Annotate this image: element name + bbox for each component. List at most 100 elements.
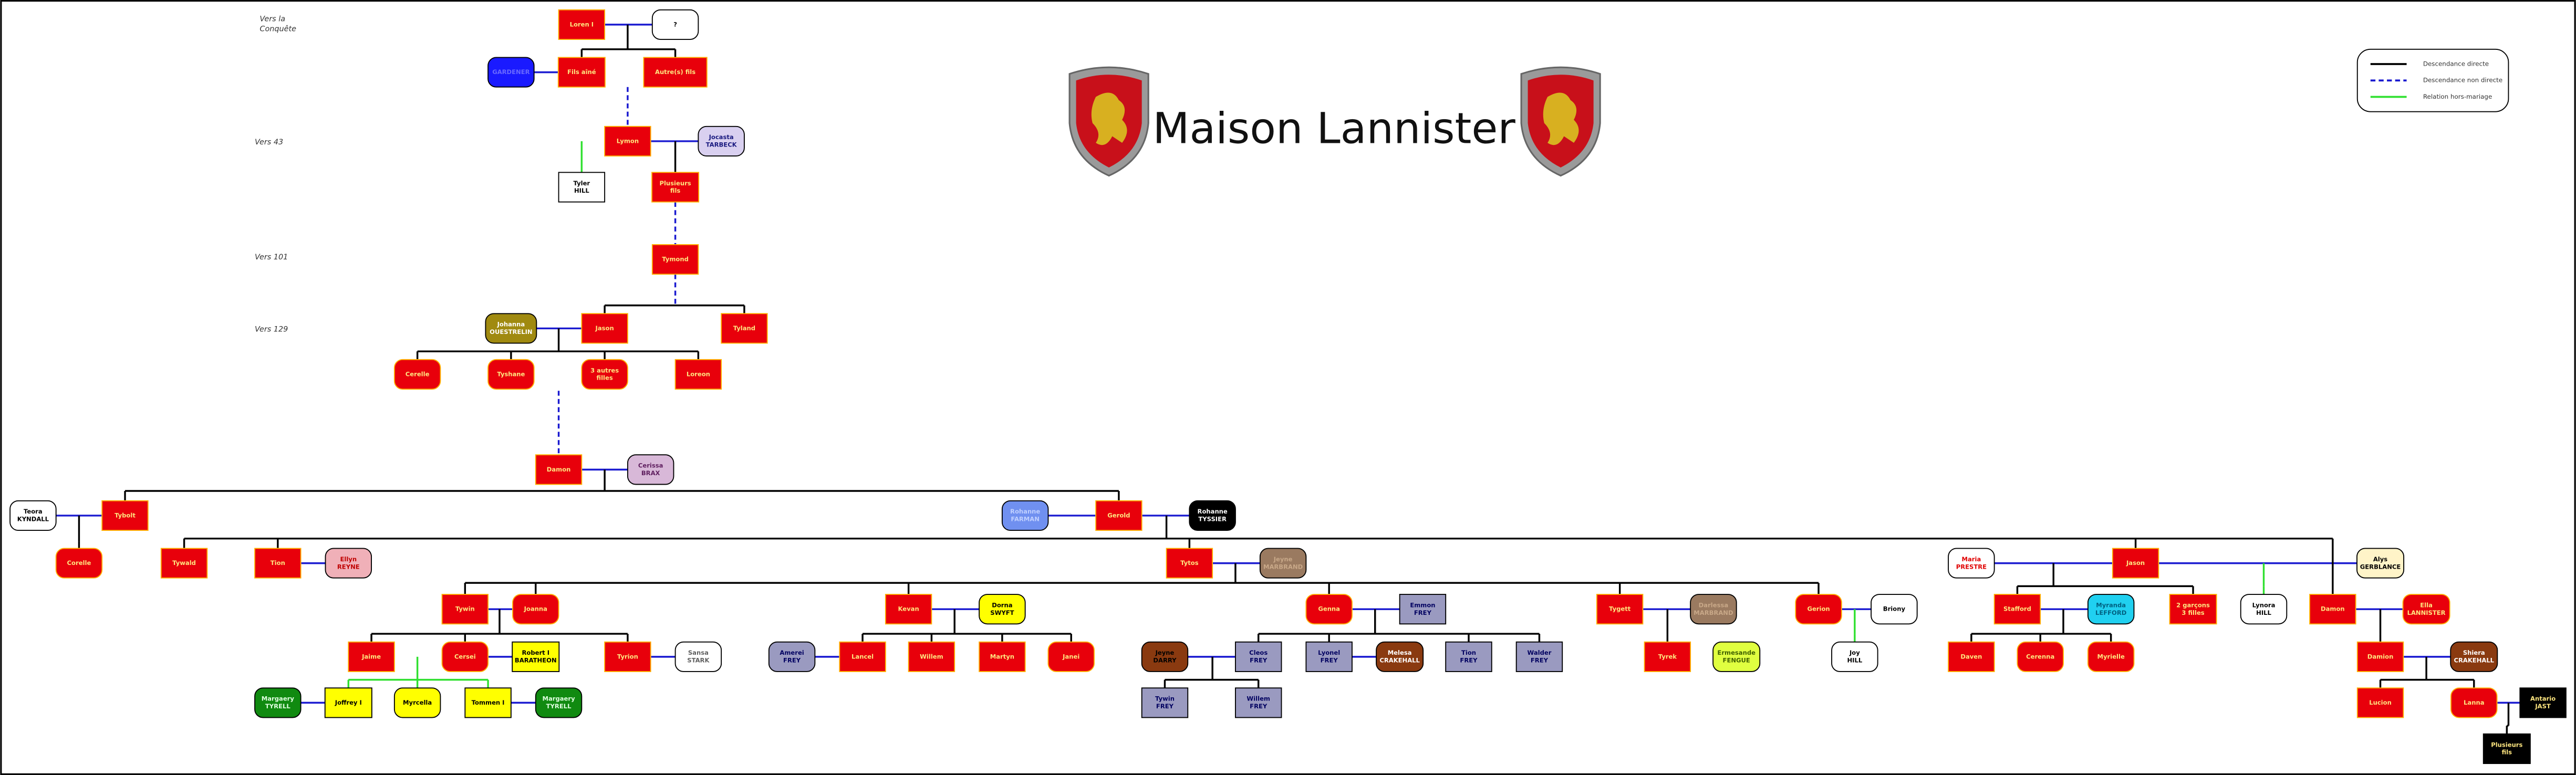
person-name: TYSSIER: [1198, 516, 1227, 523]
person-name: Cerelle: [406, 370, 430, 378]
person-box: [2482, 733, 2531, 764]
person-box: [768, 641, 816, 672]
person: Lymon: [604, 125, 651, 157]
person-name: KYNDALL: [17, 516, 49, 523]
person: Loren I: [558, 9, 606, 40]
person: Cerelle: [393, 359, 441, 390]
person-box: [2087, 641, 2135, 672]
person-box: [487, 57, 535, 88]
person: Joffrey I: [324, 687, 372, 718]
person-box: [1234, 641, 1282, 672]
person: Fils aîné: [557, 57, 606, 88]
person: GARDENER: [487, 57, 535, 88]
person-box: [441, 594, 489, 625]
person-name: Amerei: [780, 649, 804, 656]
person-box: [1166, 548, 1213, 579]
person-name: Rohanne: [1010, 508, 1040, 515]
person-name: Tymond: [662, 256, 689, 263]
person-name: Tion: [1461, 649, 1476, 656]
person-name: Jason: [2126, 559, 2145, 567]
person-box: [487, 359, 535, 390]
person-box: [1993, 594, 2041, 625]
person-name: CRAKEHALL: [2454, 657, 2494, 664]
person-name: Lucion: [2369, 699, 2392, 706]
person-box: [485, 313, 537, 344]
person-box: [1305, 594, 1353, 625]
person: Tommen I: [464, 687, 512, 718]
person: Willem: [908, 641, 955, 672]
shield: [1068, 66, 1149, 177]
person-name: HILL: [2256, 609, 2271, 616]
person-box: [1141, 641, 1189, 672]
person-box: [885, 594, 932, 625]
person-box: [2309, 594, 2356, 625]
person: Corelle: [55, 548, 103, 579]
person-name: PRESTRE: [1956, 563, 1987, 570]
person: Tion: [254, 548, 302, 579]
person-name: Teora: [24, 508, 43, 515]
person-name: Maria: [1961, 556, 1981, 563]
era-line: Vers la: [259, 15, 285, 24]
person-name: Janei: [1062, 653, 1079, 660]
person-name: Myrielle: [2097, 653, 2125, 660]
person-name: Joffrey I: [335, 699, 362, 706]
person-name: Walder: [1527, 649, 1551, 656]
person: Kevan: [885, 594, 932, 625]
person-name: Corelle: [67, 559, 91, 567]
person-box: [2356, 641, 2404, 672]
person-name: 2 garçons: [2176, 601, 2210, 609]
person-name: Joy: [1849, 649, 1860, 656]
person-box: [1259, 548, 1307, 579]
title: Maison Lannister: [1152, 104, 1515, 154]
person-name: Tyrion: [617, 653, 638, 660]
person-box: [558, 172, 606, 203]
person: Tywald: [160, 548, 208, 579]
person-box: [979, 641, 1026, 672]
person-name: DARRY: [1153, 657, 1177, 664]
person-name: FENGUE: [1723, 657, 1750, 664]
person-box: [464, 687, 512, 718]
person-name: Myrcella: [403, 699, 432, 706]
person-name: 3 filles: [2182, 609, 2204, 616]
person: Tytos: [1166, 548, 1213, 579]
person: Tygett: [1596, 594, 1644, 625]
person-name: Melesa: [1388, 649, 1412, 656]
person-name: CRAKEHALL: [1379, 657, 1420, 664]
person: Tyland: [721, 313, 768, 344]
person: ?: [651, 9, 699, 40]
person-box: [643, 57, 708, 88]
person-name: Joanna: [524, 605, 547, 613]
person-name: Genna: [1318, 605, 1340, 613]
person-box: [1399, 594, 1447, 625]
person-name: STARK: [687, 657, 710, 664]
person: Daven: [1948, 641, 1995, 672]
person-box: [1189, 500, 1236, 531]
person-name: FREY: [1250, 657, 1268, 664]
person-name: FREY: [1531, 657, 1549, 664]
person-name: Antario: [2530, 695, 2556, 703]
person: Tyshane: [487, 359, 535, 390]
person-box: [512, 641, 560, 672]
person-box: [2169, 594, 2217, 625]
person-box: [393, 359, 441, 390]
person-name: FREY: [783, 657, 801, 664]
person: Myrcella: [393, 687, 441, 718]
person-name: Lancel: [851, 653, 874, 660]
person-name: ?: [673, 20, 677, 28]
person-name: Lynora: [2252, 601, 2276, 609]
person-name: Jeyne: [1273, 556, 1293, 563]
person: Tybolt: [101, 500, 149, 531]
